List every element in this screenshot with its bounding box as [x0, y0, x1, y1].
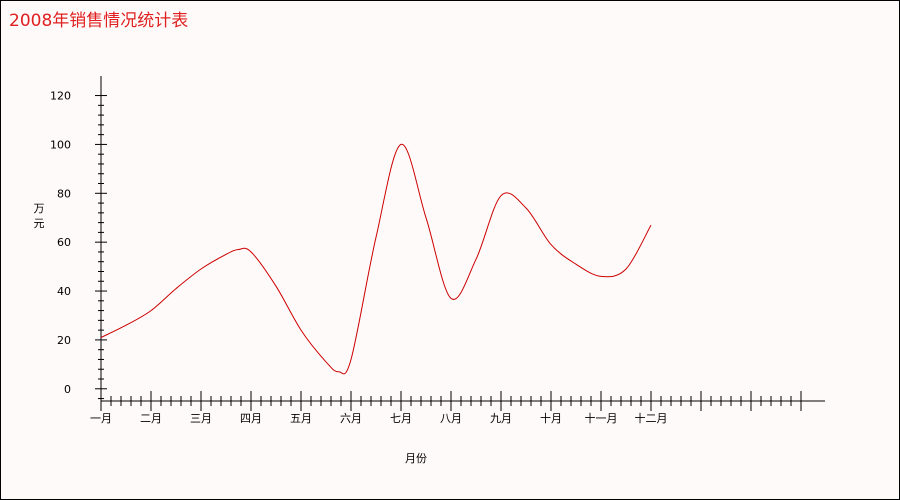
data-point: [349, 357, 353, 361]
data-point: [237, 247, 241, 251]
data-point: [624, 267, 628, 271]
data-point: [549, 243, 553, 247]
x-tick-label: 一月: [90, 412, 112, 425]
data-point: [124, 323, 128, 327]
x-tick-label: 二月: [140, 412, 162, 425]
x-tick-label: 八月: [440, 412, 462, 425]
x-tick-label: 四月: [240, 412, 262, 425]
data-point: [474, 257, 478, 261]
data-point: [524, 206, 528, 210]
y-tick-label: 120: [50, 90, 71, 103]
y-tick-label: 0: [64, 383, 71, 396]
x-tick-label: 六月: [340, 412, 362, 425]
data-point: [399, 142, 403, 146]
x-tick-label: 七月: [390, 412, 412, 425]
x-tick-label: 九月: [490, 412, 512, 425]
data-point: [649, 223, 653, 227]
data-point: [99, 335, 103, 339]
x-axis-label: 月份: [405, 452, 427, 465]
x-tick-label: 十月: [540, 411, 562, 425]
y-tick-label: 100: [50, 138, 71, 151]
x-axis-ticks: 一月 二月 三月 四月 五月 六月 七月 八月 九月 十月 十一月 十二月: [90, 391, 802, 425]
data-point: [274, 284, 278, 288]
series-line: [100, 143, 652, 375]
chart-title: 2008年销售情况统计表: [9, 11, 189, 31]
data-point: [149, 309, 153, 313]
x-tick-label: 十一月: [585, 411, 618, 425]
y-tick-label: 60: [57, 236, 71, 249]
data-point: [199, 267, 203, 271]
data-point: [499, 194, 503, 198]
x-tick-label: 五月: [290, 412, 312, 425]
y-tick-label: 40: [57, 285, 71, 298]
y-axis-label: 万元: [34, 202, 45, 230]
data-point: [324, 360, 328, 364]
data-point: [174, 287, 178, 291]
data-point: [299, 328, 303, 332]
axes: [100, 76, 825, 402]
y-tick-label: 20: [57, 334, 71, 347]
data-point: [249, 250, 253, 254]
y-tick-label: 80: [57, 187, 71, 200]
y-axis-ticks: 0 20 40 60 80 100 120: [50, 90, 107, 400]
data-point: [374, 235, 378, 239]
data-point: [574, 262, 578, 266]
x-tick-label: 三月: [190, 412, 212, 425]
data-point: [224, 252, 228, 256]
data-point: [337, 370, 341, 374]
x-tick-label: 十二月: [635, 411, 668, 425]
data-point: [449, 296, 453, 300]
data-point: [599, 274, 603, 278]
data-point: [424, 216, 428, 220]
